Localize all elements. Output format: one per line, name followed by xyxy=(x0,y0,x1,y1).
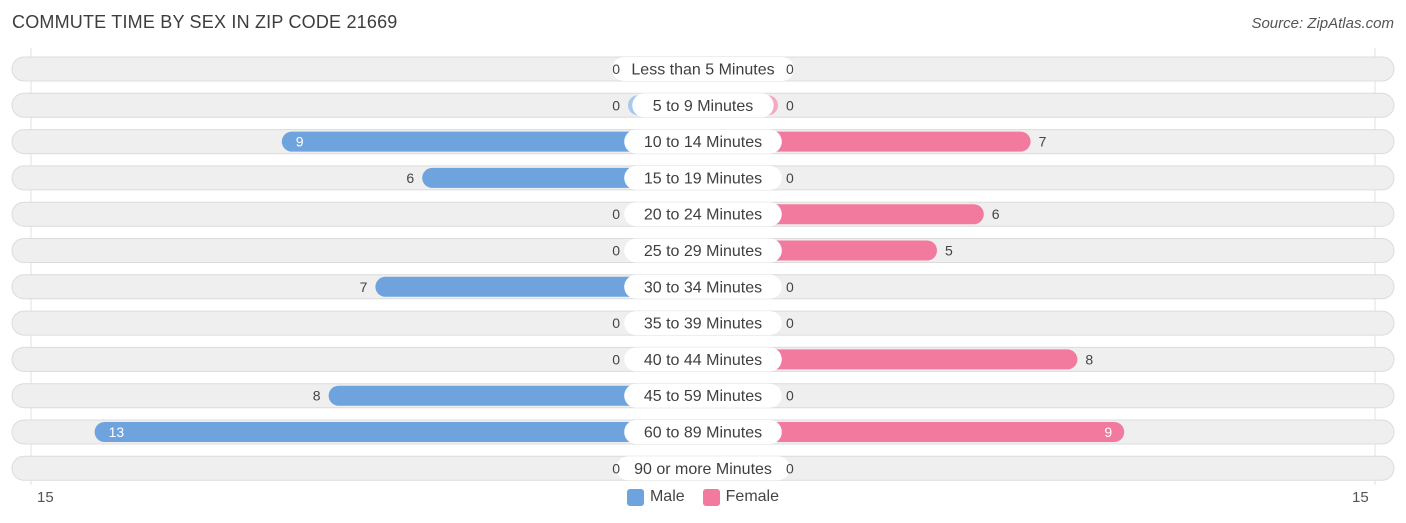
category-label: 30 to 34 Minutes xyxy=(644,279,762,296)
male-value-label: 0 xyxy=(612,243,620,259)
bar-row: 15 to 19 Minutes 6 0 xyxy=(11,165,1395,191)
bar-row: 5 to 9 Minutes 0 0 xyxy=(11,92,1395,118)
category-label-bg xyxy=(632,93,774,118)
female-value-label: 9 xyxy=(1104,424,1112,440)
female-value-label: 0 xyxy=(786,170,794,186)
legend-label-female: Female xyxy=(725,488,780,505)
category-label-bg xyxy=(624,420,782,444)
source-note: Source: ZipAtlas.com xyxy=(1251,15,1394,32)
bar-row: 35 to 39 Minutes 0 0 xyxy=(11,310,1395,336)
axis-right-label: 15 xyxy=(1352,489,1369,506)
legend-swatch-female xyxy=(702,488,720,506)
legend: Male Female xyxy=(0,488,1406,506)
category-label: 35 to 39 Minutes xyxy=(644,316,762,333)
female-value-label: 0 xyxy=(786,315,794,331)
category-label-bg xyxy=(624,238,782,263)
female-bar xyxy=(693,349,1078,370)
category-label: 20 to 24 Minutes xyxy=(644,207,762,224)
bar-row: 40 to 44 Minutes 0 8 xyxy=(11,346,1395,372)
female-value-label: 0 xyxy=(786,460,794,476)
category-label: 45 to 59 Minutes xyxy=(644,388,762,405)
category-label-bg xyxy=(624,311,782,336)
bar-row: 90 or more Minutes 0 0 xyxy=(11,455,1395,481)
chart-canvas: Less than 5 Minutes 0 0 5 to 9 Minutes 0 0 10 … xyxy=(11,48,1395,485)
category-label-bg xyxy=(624,129,782,154)
male-value-label: 7 xyxy=(360,279,368,295)
female-value-label: 7 xyxy=(1039,134,1047,150)
legend-label-male: Male xyxy=(649,488,685,505)
legend-item-female: Female xyxy=(702,488,780,506)
category-label: Less than 5 Minutes xyxy=(631,62,774,79)
male-value-label: 13 xyxy=(109,424,125,440)
legend-swatch-male xyxy=(626,488,644,506)
male-value-label: 0 xyxy=(612,315,620,331)
female-value-label: 5 xyxy=(945,243,953,259)
female-value-label: 0 xyxy=(786,97,794,113)
category-label: 60 to 89 Minutes xyxy=(644,425,762,442)
male-bar xyxy=(94,422,714,442)
female-value-label: 0 xyxy=(786,61,794,77)
category-label-bg xyxy=(612,57,794,81)
bar-row: 10 to 14 Minutes 9 7 xyxy=(11,129,1395,155)
male-value-label: 9 xyxy=(296,134,304,150)
category-label: 40 to 44 Minutes xyxy=(644,352,762,369)
category-label-bg xyxy=(616,456,790,481)
male-bar xyxy=(281,131,713,152)
legend-item-male: Male xyxy=(626,488,685,506)
bar-row: Less than 5 Minutes 0 0 xyxy=(11,56,1395,82)
bar-row: 45 to 59 Minutes 8 0 xyxy=(11,383,1395,409)
male-value-label: 0 xyxy=(612,61,620,77)
category-label: 15 to 19 Minutes xyxy=(644,170,762,187)
category-label: 90 or more Minutes xyxy=(634,461,772,478)
male-value-label: 0 xyxy=(612,351,620,367)
female-value-label: 8 xyxy=(1085,351,1093,367)
category-label-bg xyxy=(624,165,782,190)
category-label: 10 to 14 Minutes xyxy=(644,134,762,151)
female-value-label: 0 xyxy=(786,388,794,404)
chart-title: COMMUTE TIME BY SEX IN ZIP CODE 21669 xyxy=(12,12,398,32)
axis-left-label: 15 xyxy=(37,489,54,506)
male-value-label: 6 xyxy=(406,170,414,186)
category-label-bg xyxy=(624,347,782,372)
bar-row: 30 to 34 Minutes 7 0 xyxy=(11,274,1395,300)
category-label-bg xyxy=(624,202,782,227)
bar-row: 60 to 89 Minutes 13 9 xyxy=(11,419,1395,445)
male-value-label: 0 xyxy=(612,460,620,476)
bar-row: 25 to 29 Minutes 0 5 xyxy=(11,238,1395,263)
category-label-bg xyxy=(624,383,782,408)
female-value-label: 6 xyxy=(992,206,1000,222)
female-value-label: 0 xyxy=(786,279,794,295)
male-value-label: 0 xyxy=(612,97,620,113)
male-value-label: 0 xyxy=(612,206,620,222)
category-label: 5 to 9 Minutes xyxy=(653,98,754,115)
category-label: 25 to 29 Minutes xyxy=(644,243,762,260)
category-label-bg xyxy=(624,274,782,299)
male-value-label: 8 xyxy=(313,388,321,404)
bar-row: 20 to 24 Minutes 0 6 xyxy=(11,201,1395,227)
male-bar xyxy=(328,385,713,406)
female-bar xyxy=(693,422,1125,442)
